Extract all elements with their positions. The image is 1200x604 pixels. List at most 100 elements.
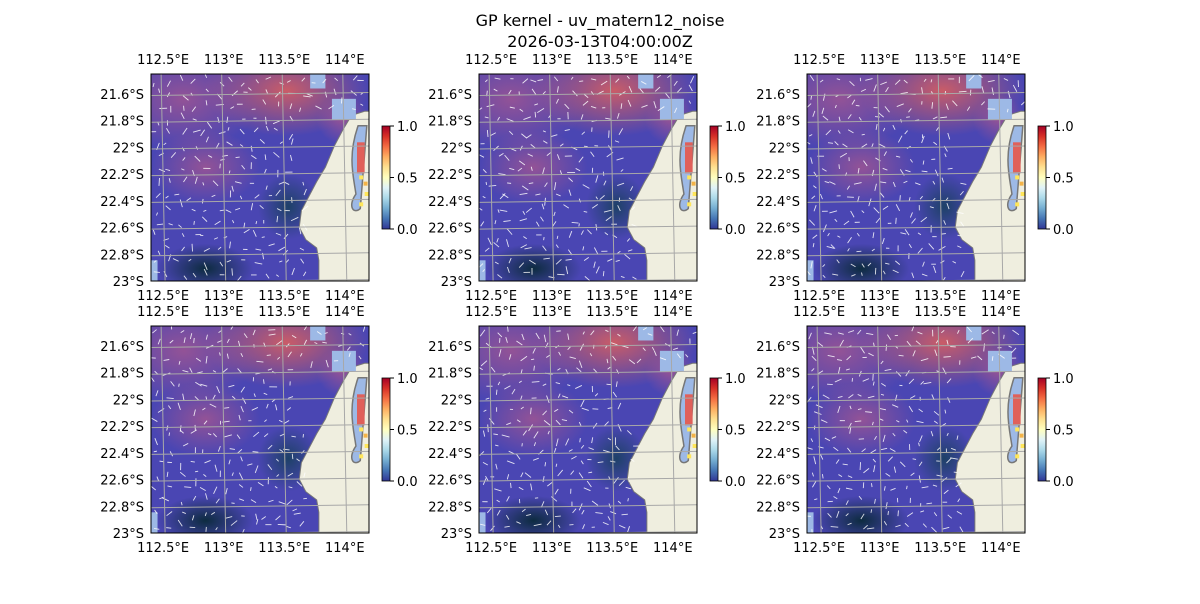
- colorbar-tick-label: 1.0: [725, 120, 746, 135]
- coastal-high-cell: [1013, 394, 1021, 425]
- y-tick-label: 22.2°S: [756, 420, 800, 435]
- x-tick-label-top: 112.5°E: [465, 53, 517, 68]
- colorbar-tick-label: 0.0: [725, 475, 746, 490]
- y-tick-label: 22.2°S: [756, 168, 800, 183]
- y-tick-label: 23°S: [441, 527, 472, 542]
- colorbar: [710, 126, 718, 229]
- map-content: [435, 297, 701, 545]
- y-tick-label: 23°S: [441, 275, 472, 290]
- colorbar-tick-label: 1.0: [397, 120, 418, 135]
- coastal-cell: [1021, 444, 1025, 448]
- current-vector: [220, 164, 221, 169]
- coastal-cell: [692, 182, 696, 186]
- y-tick-label: 22.4°S: [428, 447, 472, 462]
- x-tick-label-top: 113°E: [860, 53, 900, 68]
- colorbar: [710, 378, 718, 481]
- y-tick-label: 22.8°S: [756, 248, 800, 263]
- y-tick-label: 22.8°S: [428, 500, 472, 515]
- x-tick-label-bottom: 113°E: [204, 541, 244, 556]
- y-tick-label: 22.4°S: [756, 195, 800, 210]
- coastal-cell: [1015, 427, 1019, 431]
- coastal-cell: [693, 444, 697, 448]
- y-tick-label: 22.2°S: [100, 168, 144, 183]
- coastal-cell: [359, 202, 363, 206]
- current-vector: [154, 451, 157, 452]
- current-vector: [603, 271, 604, 276]
- x-tick-label-bottom: 113.5°E: [914, 289, 966, 304]
- current-vector: [906, 117, 910, 118]
- colorbar: [1038, 378, 1046, 481]
- y-tick-label: 21.6°S: [756, 340, 800, 355]
- y-tick-label: 22°S: [441, 141, 472, 156]
- x-tick-label-top: 112.5°E: [137, 53, 189, 68]
- current-vector: [169, 433, 170, 436]
- current-vector: [579, 223, 580, 226]
- colorbar-tick-label: 0.5: [725, 172, 746, 187]
- y-tick-label: 21.6°S: [100, 340, 144, 355]
- colorbar-tick-label: 1.0: [1053, 372, 1074, 387]
- map-panel-bottom-right: 112.5°E112.5°E113°E113°E113.5°E113.5°E11…: [756, 297, 1073, 556]
- x-tick-label-bottom: 113°E: [860, 541, 900, 556]
- x-tick-label-bottom: 114°E: [653, 541, 693, 556]
- x-tick-label-top: 113°E: [532, 305, 572, 320]
- x-tick-label-bottom: 114°E: [653, 289, 693, 304]
- current-vector: [253, 452, 259, 453]
- coastal-cell: [359, 454, 363, 458]
- y-tick-label: 23°S: [113, 527, 144, 542]
- current-vector: [192, 244, 193, 252]
- nodata-patch: [151, 260, 158, 281]
- y-tick-label: 22.6°S: [428, 222, 472, 237]
- current-vector: [184, 487, 191, 488]
- current-vector: [899, 355, 904, 356]
- x-tick-label-top: 114°E: [653, 53, 693, 68]
- current-vector: [839, 164, 840, 169]
- nodata-patch: [479, 512, 486, 533]
- map-panel-bottom-left: 112.5°E112.5°E113°E113°E113.5°E113.5°E11…: [100, 297, 417, 556]
- map-content: [435, 45, 701, 293]
- coastal-cell: [1021, 192, 1025, 196]
- y-tick-label: 22°S: [113, 141, 144, 156]
- current-vector: [535, 112, 536, 118]
- y-tick-label: 22.6°S: [100, 222, 144, 237]
- colorbar-tick-label: 1.0: [397, 372, 418, 387]
- current-vector: [487, 130, 488, 137]
- current-vector: [160, 461, 164, 462]
- map-content: [763, 45, 1029, 293]
- colorbar: [382, 126, 390, 229]
- y-tick-label: 21.6°S: [100, 88, 144, 103]
- y-tick-label: 22.6°S: [428, 474, 472, 489]
- coastal-cell: [364, 434, 368, 438]
- current-vector: [907, 486, 908, 489]
- coastal-cell: [1015, 202, 1019, 206]
- colorbar-tick-label: 0.5: [725, 424, 746, 439]
- x-tick-label-top: 114°E: [653, 305, 693, 320]
- y-tick-label: 22.8°S: [100, 248, 144, 263]
- nodata-patch: [807, 260, 814, 281]
- x-tick-label-bottom: 114°E: [325, 289, 365, 304]
- current-vector: [871, 483, 872, 487]
- coastal-cell: [365, 192, 369, 196]
- current-vector: [828, 143, 833, 144]
- y-tick-label: 21.8°S: [756, 367, 800, 382]
- y-tick-label: 22.4°S: [100, 447, 144, 462]
- current-vector: [628, 498, 629, 501]
- colorbar: [382, 378, 390, 481]
- current-vector: [292, 454, 293, 459]
- coastal-high-cell: [685, 394, 693, 425]
- current-vector: [886, 344, 887, 350]
- current-vector: [159, 178, 160, 186]
- colorbar-tick-label: 1.0: [1053, 120, 1074, 135]
- current-vector: [262, 237, 265, 238]
- x-tick-label-top: 112.5°E: [793, 305, 845, 320]
- y-tick-label: 22.8°S: [428, 248, 472, 263]
- x-tick-label-top: 114°E: [325, 305, 365, 320]
- current-vector: [195, 471, 198, 472]
- y-tick-label: 22.4°S: [428, 195, 472, 210]
- x-tick-label-bottom: 112.5°E: [465, 289, 517, 304]
- nodata-patch: [638, 74, 653, 88]
- x-tick-label-bottom: 114°E: [325, 541, 365, 556]
- coastal-cell: [1020, 434, 1024, 438]
- x-tick-label-bottom: 113.5°E: [258, 541, 310, 556]
- x-tick-label-top: 113°E: [532, 53, 572, 68]
- current-vector: [913, 459, 916, 460]
